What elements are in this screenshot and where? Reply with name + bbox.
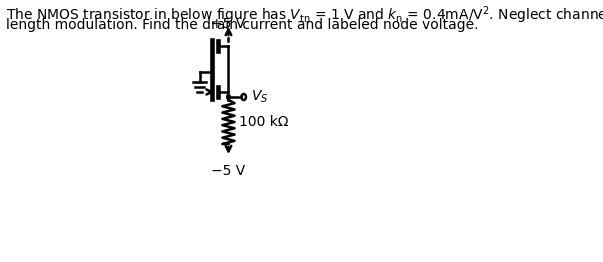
- Text: 100 kΩ: 100 kΩ: [239, 115, 289, 129]
- Text: length modulation. Find the drain current and labeled node voltage.: length modulation. Find the drain curren…: [6, 18, 479, 32]
- Text: $V_S$: $V_S$: [251, 89, 269, 105]
- Text: −5 V: −5 V: [211, 164, 245, 178]
- Text: +5 V: +5 V: [211, 17, 245, 31]
- Circle shape: [227, 95, 230, 100]
- Text: The NMOS transistor in below figure has $V_{\mathrm{tn}}$ = 1 V and $k_{\mathrm{: The NMOS transistor in below figure has …: [6, 4, 603, 26]
